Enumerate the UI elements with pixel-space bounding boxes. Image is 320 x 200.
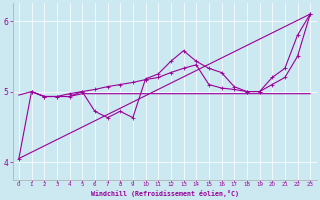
X-axis label: Windchill (Refroidissement éolien,°C): Windchill (Refroidissement éolien,°C) [91, 190, 238, 197]
